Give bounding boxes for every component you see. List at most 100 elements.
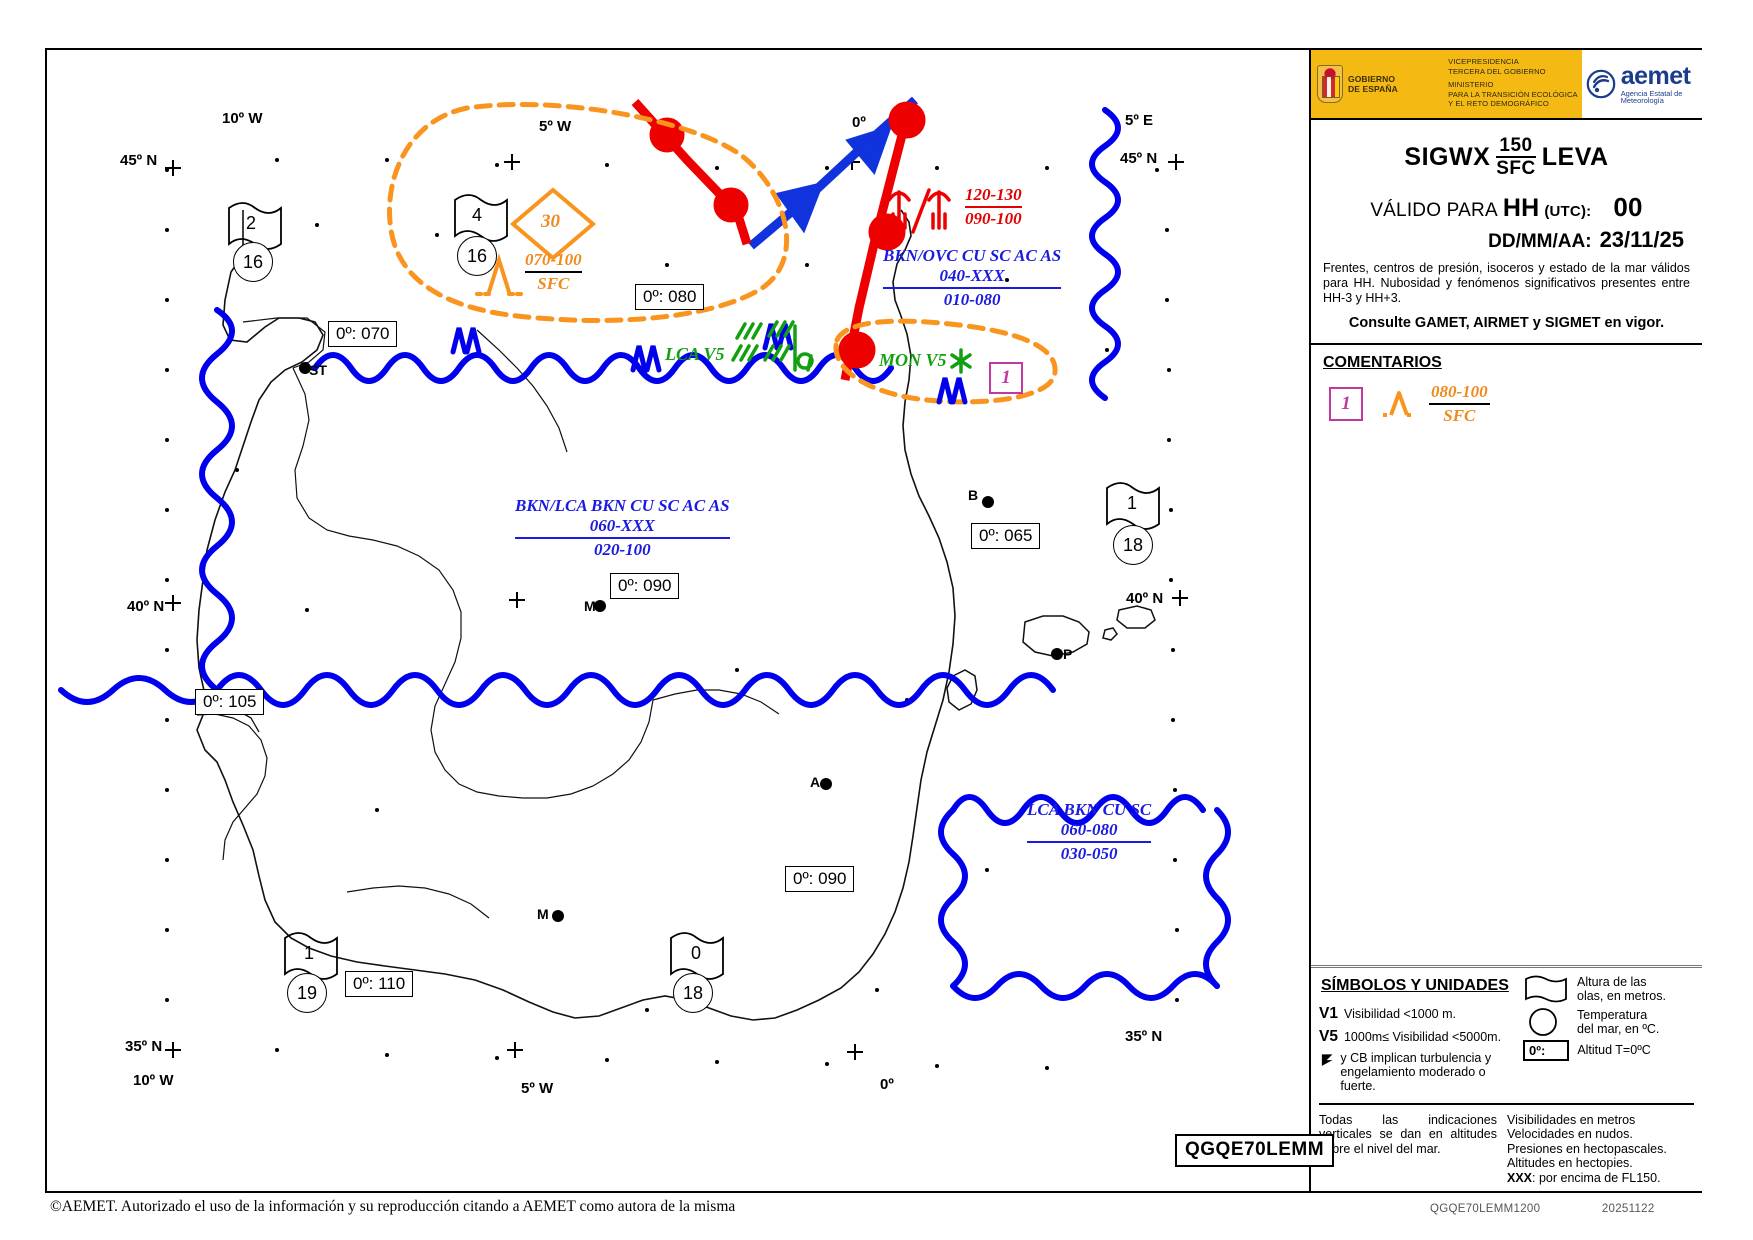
wave-height-value: 1 xyxy=(304,943,315,963)
ministerio-l1: VICEPRESIDENCIA xyxy=(1448,57,1519,66)
cloud-top: 060-XXX xyxy=(515,516,730,540)
title-section: SIGWX 150 SFC LEVA VÁLIDO PARA HH (UTC):… xyxy=(1311,118,1702,343)
orange-layer-base: SFC xyxy=(537,274,570,294)
aemet-name: aemet xyxy=(1620,61,1691,90)
coastline xyxy=(196,209,956,1021)
consulte-note: Consulte GAMET, AIRMET y SIGMET en vigor… xyxy=(1348,315,1665,331)
valid-value: 00 xyxy=(1613,192,1643,222)
info-panel: GOBIERNO DE ESPAÑA VICEPRESIDENCIA TERCE… xyxy=(1309,50,1702,1191)
grid-label: 35º N xyxy=(125,1038,163,1055)
ministerio-l4: PARA LA TRANSICIÓN ECOLÓGICA xyxy=(1448,89,1578,99)
aemet-tagline: Agencia Estatal de Meteorología xyxy=(1620,88,1683,105)
valid-time-row: VÁLIDO PARA HH (UTC): 00 xyxy=(1321,192,1692,223)
zero-isotherm-box: 0º: 090 xyxy=(785,866,855,892)
map-graphics xyxy=(58,96,1231,1070)
legend-zero-box: 0º: xyxy=(1523,1039,1570,1061)
city-label-p: P xyxy=(1063,646,1073,662)
units-altitude: Altitudes en hectopies. xyxy=(1507,1156,1633,1170)
date-label: DD/MM/AA: xyxy=(1488,231,1592,252)
valid-label: VÁLIDO PARA xyxy=(1370,200,1498,221)
sea-temperature-circle: 16 xyxy=(233,242,273,282)
legend-temp-line1: Temperatura xyxy=(1577,1007,1648,1022)
issue-date-code: 20251122 xyxy=(1601,1203,1655,1215)
date-row: DD/MM/AA: 23/11/25 xyxy=(1321,227,1692,253)
blurb-line-2: la mar válidos para HH. Nubosidad y fenó… xyxy=(1323,261,1690,290)
orange-layer-fraction: 070-100 SFC xyxy=(525,250,582,294)
symbols-units-section: SÍMBOLOS Y UNIDADES V1 Visibilidad <1000… xyxy=(1311,964,1702,1192)
grid-label: 0º xyxy=(852,114,866,131)
sigwx-level-base: SFC xyxy=(1496,158,1536,179)
comment-layer-top: 080-100 xyxy=(1429,382,1490,405)
wave-height-value: 2 xyxy=(246,213,257,233)
comment-id-badge[interactable]: 1 xyxy=(1329,386,1363,421)
gobierno-line1: GOBIERNO xyxy=(1348,74,1396,84)
cloud-annotation-balearic: LCA BKN CU SC 060-080 030-050 xyxy=(1027,800,1152,864)
cloud-annotation-central: BKN/LCA BKN CU SC AC AS 060-XXX 020-100 xyxy=(515,496,730,560)
aemet-wordmark: aemet Agencia Estatal de Meteorología xyxy=(1620,61,1702,105)
units-pressure: Presiones en hectopascales. xyxy=(1507,1141,1667,1156)
legend-code-v5: V5 xyxy=(1319,1027,1338,1045)
orange-dashed-area-main xyxy=(387,101,790,323)
bulletin-station-box: QGQE70LEMM xyxy=(1175,1134,1335,1167)
city-label-m: M xyxy=(584,598,596,614)
ministerio-l5: Y EL RETO DEMOGRÁFICO xyxy=(1448,99,1549,109)
grid-label: 40º N xyxy=(1126,590,1164,607)
legend-row-zero-isotherm: 0º: Altitud T=0ºC xyxy=(1523,1039,1694,1061)
sigwx-title: SIGWX 150 SFC LEVA xyxy=(1321,136,1692,178)
city-label-b: B xyxy=(968,487,979,503)
comment-layer-fraction: 080-100 SFC xyxy=(1429,382,1490,425)
city-dots xyxy=(299,362,1063,922)
zero-isotherm-box: 0º: 090 xyxy=(610,573,680,599)
city-label-m2: M xyxy=(537,906,549,922)
copyright-notice: ©AEMET. Autorizado el uso de la informac… xyxy=(50,1198,736,1215)
legend-row-turbulence: y CB implican turbulencia y engelamiento… xyxy=(1319,1051,1517,1093)
units-block: Todas las indicaciones verticales se dan… xyxy=(1319,1113,1694,1186)
green-note-lca-v5: LCA V5 xyxy=(665,344,725,364)
legend-divider xyxy=(1319,1102,1694,1105)
orange-dashed-area-east xyxy=(833,318,1058,405)
chart-frame: 10º W 5º W 0º 5º E 45º N 45º N 40º N 40º… xyxy=(45,48,1702,1193)
legend-temp-text: Temperatura del mar, en ºC. xyxy=(1577,1008,1659,1036)
thunderstorm-pair-icon xyxy=(887,188,951,234)
warm-front-red-east xyxy=(838,101,926,381)
warm-front-red xyxy=(631,98,752,246)
legend-desc-v1: Visibilidad <1000 m. xyxy=(1343,1006,1456,1021)
date-value: 23/11/25 xyxy=(1599,227,1684,252)
sea-temperature-circle: 19 xyxy=(287,973,327,1013)
cloud-type: BKN/LCA BKN CU SC AC AS xyxy=(515,496,730,515)
sigwx-levels: 150 SFC xyxy=(1496,136,1536,178)
logo-band: GOBIERNO DE ESPAÑA VICEPRESIDENCIA TERCE… xyxy=(1311,50,1702,118)
gobierno-text: GOBIERNO DE ESPAÑA xyxy=(1348,74,1398,94)
legend-turbulence-note: y CB implican turbulencia y engelamiento… xyxy=(1340,1051,1517,1093)
legend-desc-v5: 1000m≤ Visibilidad <5000m. xyxy=(1343,1029,1502,1044)
footer-codes: QGQE70LEMM1200 20251122 xyxy=(1372,1203,1655,1215)
green-note-mon-v5: MON V5 xyxy=(879,350,947,370)
city-label-st: ST xyxy=(309,362,327,378)
blurb-line-1: Frentes, centros de presión, isoceros y … xyxy=(1323,261,1606,275)
zero-isotherm-box: 0º: 080 xyxy=(635,284,705,310)
legend-code-v1: V1 xyxy=(1319,1004,1338,1022)
map-area[interactable]: 10º W 5º W 0º 5º E 45º N 45º N 40º N 40º… xyxy=(47,50,1309,1191)
ministerio-l3: MINISTERIO xyxy=(1448,80,1494,90)
graticule-crosses xyxy=(165,154,1188,1060)
comment-item: 1 080-100 SFC xyxy=(1321,382,1692,425)
legend-turbulence-line2: engelamiento moderado o fuerte. xyxy=(1340,1064,1486,1093)
ministerio-l2: TERCERA DEL GOBIERNO xyxy=(1448,66,1546,76)
grid-label: 10º W xyxy=(133,1072,174,1089)
comment-marker-1[interactable]: 1 xyxy=(989,362,1023,394)
green-snow-asterisk-icon xyxy=(950,348,972,374)
cloud-base: 010-080 xyxy=(943,290,1001,310)
grid-label: 40º N xyxy=(127,598,165,615)
cloud-annotation-north: BKN/OVC CU SC AC AS 040-XXX 010-080 xyxy=(883,246,1062,310)
comment-layer-base: SFC xyxy=(1443,405,1476,425)
gobierno-logo: GOBIERNO DE ESPAÑA xyxy=(1311,50,1445,118)
wave-height-flag-icon xyxy=(1525,975,1567,1002)
legend-wave-line2: olas, en metros. xyxy=(1577,988,1666,1003)
valid-hh: HH xyxy=(1502,194,1540,222)
internal-borders xyxy=(196,317,780,919)
legend-turbulence-line1: y CB implican turbulencia y xyxy=(1340,1050,1492,1065)
units-list: Visibilidades en metros Velocidades en n… xyxy=(1507,1113,1694,1186)
zero-isotherm-box: 0º: 070 xyxy=(328,321,398,347)
legend-title: SÍMBOLOS Y UNIDADES xyxy=(1321,976,1509,994)
aemet-swirl-icon xyxy=(1586,69,1616,99)
